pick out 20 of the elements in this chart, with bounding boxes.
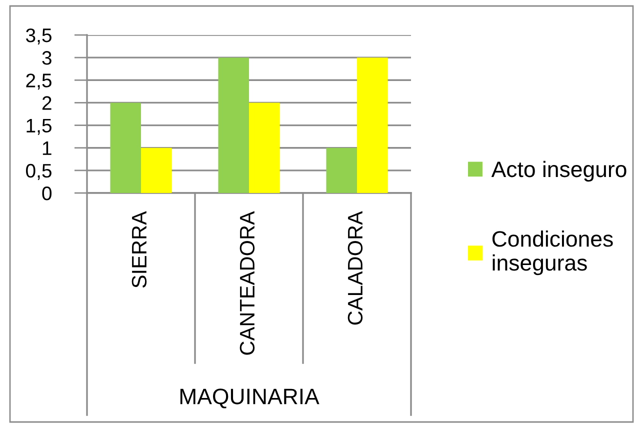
y-tick-label: 0,5: [26, 164, 52, 180]
x-tick-label: SIERRA: [132, 211, 147, 288]
x-tick-label: CANTEADORA: [240, 211, 255, 355]
legend-label: Acto inseguro: [491, 160, 626, 182]
bar: [326, 148, 357, 193]
y-tick-label: 3,5: [26, 28, 52, 45]
bar: [110, 102, 141, 193]
y-tick-label: 0: [42, 186, 52, 200]
y-tick-label: 1,5: [26, 118, 52, 135]
y-tick-label: 1: [42, 142, 52, 155]
bar: [218, 58, 249, 193]
x-tick-label: CALADORA: [348, 211, 363, 325]
legend-label: Condiciones inseguras: [492, 230, 613, 276]
bar: [141, 148, 172, 193]
bar: [357, 58, 388, 193]
y-tick-label: 3: [42, 51, 52, 65]
y-tick-label: 2: [42, 96, 52, 110]
x-axis-title: MAQUINARIA: [180, 388, 320, 408]
y-tick-label: 2,5: [26, 74, 52, 90]
bar: [249, 102, 280, 193]
